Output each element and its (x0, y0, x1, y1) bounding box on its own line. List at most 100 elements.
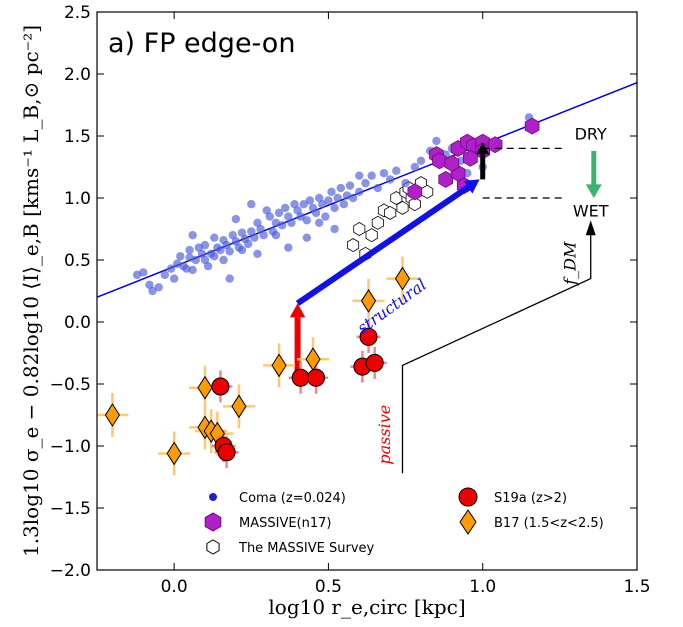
coma-point (201, 241, 209, 249)
coma-point (284, 243, 292, 251)
coma-point (247, 200, 255, 208)
coma-point (374, 184, 382, 192)
green-arrow-head (586, 184, 602, 198)
fdm-arrow-head (586, 220, 596, 235)
coma-point (244, 240, 252, 248)
y-tick-label: −0.5 (50, 375, 91, 395)
y-tick-label: 0.5 (64, 251, 91, 271)
coma-point (266, 212, 274, 220)
b17-point (272, 354, 286, 376)
fdm-label: f_DM (560, 241, 579, 286)
coma-point (225, 247, 233, 255)
massive-n17-point (463, 150, 477, 166)
massive-survey-point (372, 216, 383, 229)
plot-frame (97, 12, 637, 570)
b17-point (306, 348, 320, 370)
coma-point (417, 157, 425, 165)
x-tick-label: 1.5 (623, 577, 650, 597)
coma-point (315, 219, 323, 227)
coma-point (380, 169, 388, 177)
passive-arrow-head (290, 303, 305, 317)
massive-survey-point (397, 201, 408, 214)
y-tick-label: −1.5 (50, 499, 91, 519)
coma-point (210, 252, 218, 260)
coma-point (355, 171, 363, 179)
legend-label: The MASSIVE Survey (238, 541, 375, 556)
coma-point (333, 194, 341, 202)
massive-n17-point (445, 155, 459, 171)
coma-point (250, 233, 258, 241)
legend-massive-marker (205, 513, 221, 531)
passive-label: passive (375, 405, 394, 465)
y-tick-label: 1.5 (64, 127, 91, 147)
coma-point (192, 256, 200, 264)
y-tick-label: −2.0 (50, 561, 91, 581)
chart-title: a) FP edge-on (108, 28, 295, 59)
coma-point (188, 266, 196, 274)
coma-point (386, 175, 394, 183)
coma-point (188, 231, 196, 239)
s19a-point (366, 354, 383, 371)
coma-point (170, 274, 178, 282)
coma-point (337, 184, 345, 192)
y-tick-label: 1.0 (64, 189, 91, 209)
coma-point (401, 179, 409, 187)
x-tick-label: 1.0 (469, 577, 496, 597)
wet-label: WET (573, 202, 609, 221)
coma-point (219, 256, 227, 264)
b17-point (198, 377, 212, 399)
coma-point (303, 216, 311, 224)
legend-label: B17 (1.5<z<2.5) (494, 516, 604, 531)
coma-point (361, 179, 369, 187)
massive-n17-point (488, 137, 502, 153)
y-axis-label: 1.3log10 σ_e − 0.82log10 ⟨I⟩_e,B [kms⁻¹ … (19, 25, 43, 557)
coma-point (367, 171, 375, 179)
legend-label: Coma (z=0.024) (239, 491, 346, 506)
massive-survey-point (385, 206, 396, 219)
coma-point (287, 219, 295, 227)
coma-point (432, 137, 440, 145)
coma-point (303, 233, 311, 241)
coma-point (340, 200, 348, 208)
coma-point (312, 209, 320, 217)
coma-point (355, 188, 363, 196)
massive-n17-point (525, 118, 539, 134)
coma-point (225, 274, 233, 282)
coma-point (278, 221, 286, 229)
x-axis-label: log10 r_e,circ [kpc] (268, 595, 465, 619)
coma-point (411, 163, 419, 171)
coma-point (155, 283, 163, 291)
coma-point (259, 231, 267, 239)
legend-b17-marker (460, 510, 476, 534)
legend-label: MASSIVE(n17) (239, 516, 331, 531)
coma-point (238, 246, 246, 254)
b17-point (167, 442, 181, 464)
y-tick-label: 2.0 (64, 65, 91, 85)
coma-point (232, 215, 240, 223)
x-tick-label: 0.0 (161, 577, 188, 597)
coma-point (321, 212, 329, 220)
b17-point (105, 404, 119, 426)
massive-survey-point (348, 239, 359, 252)
massive-survey-point (354, 223, 365, 236)
legend-coma-marker (209, 493, 217, 501)
coma-point (253, 250, 261, 258)
coma-point (327, 188, 335, 196)
coma-point (330, 204, 338, 212)
massive-survey-point (366, 229, 377, 242)
legend-s19a-marker (459, 488, 477, 506)
s19a-point (308, 369, 325, 386)
s19a-point (218, 444, 235, 461)
coma-point (210, 233, 218, 241)
coma-point (324, 196, 332, 204)
y-tick-label: 0.0 (64, 313, 91, 333)
coma-point (176, 252, 184, 260)
y-tick-label: 2.5 (64, 3, 91, 23)
coma-point (306, 196, 314, 204)
b17-point (232, 395, 246, 417)
s19a-point (212, 378, 229, 395)
coma-point (185, 246, 193, 254)
coma-point (272, 231, 280, 239)
legend-label: S19a (z>2) (494, 491, 567, 506)
